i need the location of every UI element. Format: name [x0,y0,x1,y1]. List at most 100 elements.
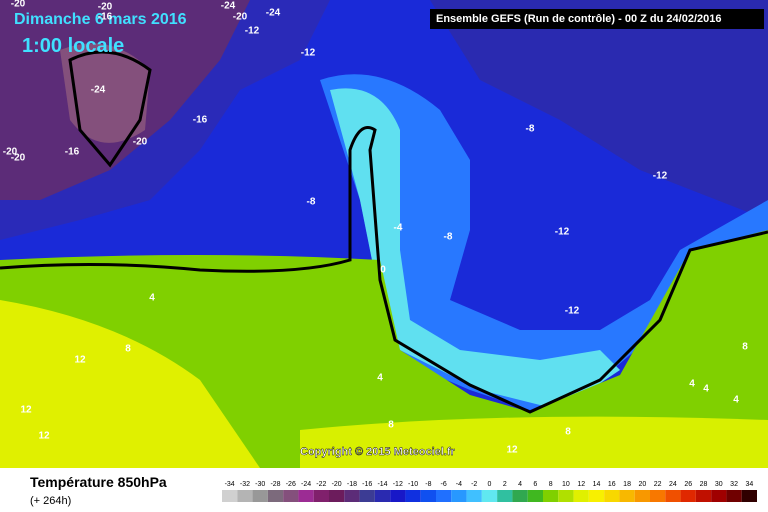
scale-tick-label: 4 [518,481,522,488]
scale-tick-label: -8 [425,481,431,488]
footer-title: Température 850hPa [30,474,167,490]
scale-swatch [436,490,452,502]
scale-swatch [374,490,391,502]
cold-isotherm [68,50,152,168]
contour-label: 12 [74,355,86,366]
scale-tick-label: -18 [347,481,357,488]
scale-tick-label: 12 [577,481,585,488]
scale-swatch [237,490,253,502]
scale-swatch [451,490,467,502]
contour-label: -8 [526,124,535,135]
scale-swatch [650,490,666,502]
scale-tick-label: -26 [286,481,296,488]
contour-label: 8 [742,342,748,353]
contour-label: -20 [233,12,248,23]
scale-swatch [481,490,498,502]
contour-label: -20 [11,0,26,10]
scale-tick-label: -22 [316,481,326,488]
contour-label: -24 [91,85,106,96]
contour-label: -20 [98,2,113,13]
contour-label: 4 [703,384,709,395]
contour-label: -20 [133,137,148,148]
scale-tick-label: -30 [255,481,265,488]
contour-label: -8 [307,197,316,208]
scale-tick-label: 20 [638,481,646,488]
contour-label: 8 [125,344,131,355]
scale-tick-label: 16 [608,481,616,488]
scale-tick-label: 24 [669,481,677,488]
run-info: Ensemble GEFS (Run de contrôle) - 00 Z d… [436,13,721,25]
contour-label: -20 [11,153,26,164]
cold-area-east [430,0,768,220]
scale-tick-label: 8 [549,481,553,488]
mild-area [330,88,620,410]
contour-label: 4 [377,373,383,384]
scale-swatch [298,490,314,502]
scale-swatch [573,490,589,502]
scale-tick-label: 10 [562,481,570,488]
scale-swatch [512,490,528,502]
scale-tick-label: -6 [441,481,447,488]
scale-swatch [420,490,436,502]
scale-tick-label: -10 [408,481,418,488]
scale-tick-label: 6 [533,481,537,488]
scale-swatch [711,490,727,502]
contour-label: 4 [149,293,155,304]
scale-tick-label: 22 [654,481,662,488]
scale-tick-label: 30 [715,481,723,488]
contour-label: 8 [565,427,571,438]
scale-swatch [604,490,620,502]
scale-tick-label: 28 [700,481,708,488]
scale-swatch [283,490,299,502]
copyright: Copyright © 2015 Meteociel.fr [300,446,456,458]
scale-swatch [466,490,482,502]
scale-swatch [527,490,543,502]
scale-tick-label: 26 [684,481,692,488]
contour-label: 12 [38,431,50,442]
contour-label: 4 [733,395,739,406]
scale-tick-label: -16 [362,481,372,488]
scale-tick-label: -4 [456,481,462,488]
scale-swatch [344,490,360,502]
scale-swatch [695,490,712,502]
coldest-area [60,43,150,143]
contour-label: -24 [266,8,281,19]
contour-label: -12 [555,227,570,238]
scale-swatch [329,490,345,502]
scale-swatch [359,490,375,502]
scale-tick-label: 32 [730,481,738,488]
warmer-area-south [300,416,768,468]
time: 1:00 locale [22,35,124,57]
scale-swatch [741,490,757,502]
scale-swatch [588,490,605,502]
contour-label: -20 [3,147,18,158]
contour-label: -12 [653,171,668,182]
scale-swatch [619,490,635,502]
contour-label: -16 [193,115,208,126]
scale-tick-label: -14 [377,481,387,488]
scale-swatch [252,490,268,502]
contour-label: -16 [65,147,80,158]
contour-label: 4 [689,379,695,390]
scale-swatch [634,490,650,502]
contour-label: -12 [245,26,260,37]
scale-swatch [267,490,284,502]
contour-label: 0 [380,265,386,276]
scale-swatch [665,490,681,502]
scale-swatch [497,490,513,502]
scale-tick-label: 18 [623,481,631,488]
scale-tick-label: -12 [393,481,403,488]
contour-label: -16 [98,12,113,23]
scale-swatch [726,490,742,502]
contour-label: 8 [388,420,394,431]
date: Dimanche 6 mars 2016 [14,11,187,28]
contour-label: 12 [20,405,32,416]
scale-swatch [313,490,329,502]
contour-label: -8 [444,232,453,243]
scale-tick-label: -28 [270,481,280,488]
scale-tick-label: 14 [593,481,601,488]
scale-tick-label: -32 [240,481,250,488]
footer-lead: (+ 264h) [30,495,71,507]
scale-swatch [543,490,559,502]
